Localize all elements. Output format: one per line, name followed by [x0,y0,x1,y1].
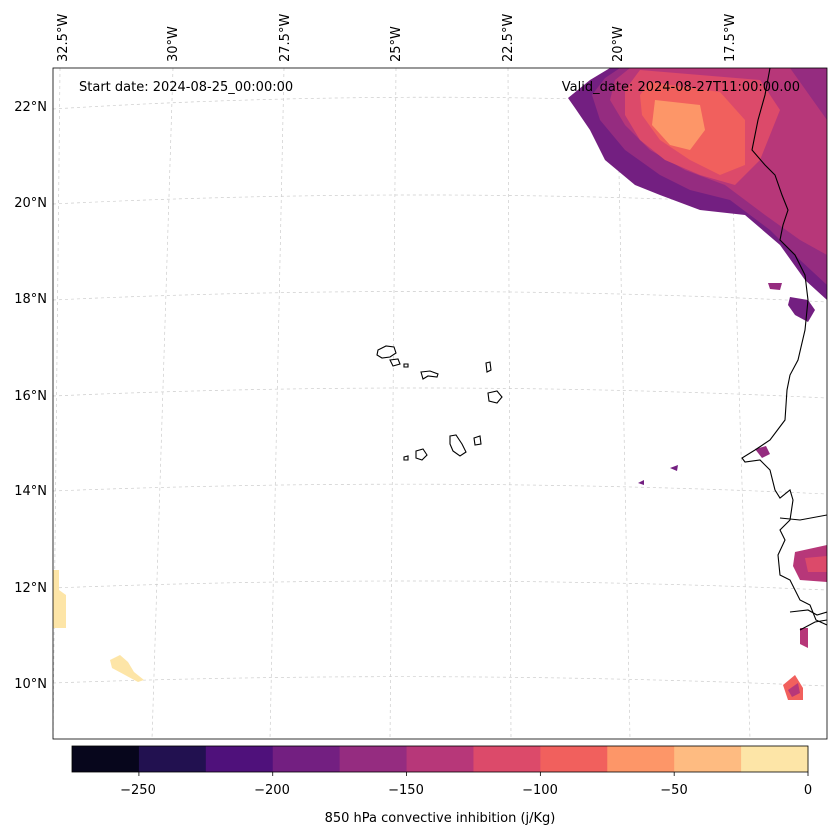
lon-label: 22.5°W [501,14,516,62]
cin-patch-15n [755,446,770,458]
lat-label: 20°N [14,196,47,211]
cape-verde-islands [376,345,503,461]
island-fogo [415,448,428,461]
island-sal [485,361,492,373]
cin-contours-north [568,68,827,485]
valid-date-label: Valid_date: 2024-08-27T11:00:00.00 [562,80,800,95]
colorbar-segment [607,746,675,772]
cin-guinea-patch-c [788,683,800,697]
colorbar-segment [406,746,474,772]
cin-patch-14n [670,465,678,471]
colorbar-tick-label: −250 [120,783,156,798]
island-santo-antao [376,345,397,359]
island-maio [473,435,482,446]
cin-patch-14n-b [638,480,644,485]
lon-label: 32.5°W [56,14,71,62]
lon-labels: 32.5°W 30°W 27.5°W 25°W 22.5°W 20°W 17.5… [56,14,738,62]
colorbar-tick-label: −100 [522,783,558,798]
lat-labels: 22°N 20°N 18°N 16°N 14°N 12°N 10°N [14,100,47,692]
colorbar-tick-label: −150 [388,783,424,798]
colorbar-tick-label: −200 [254,783,290,798]
lat-label: 22°N [14,100,47,115]
island-boa-vista [487,390,503,404]
start-date-label: Start date: 2024-08-25_00:00:00 [79,80,293,95]
island-santa-luzia [403,363,409,368]
cin-patch-18n-small [768,283,782,290]
lat-label: 16°N [14,389,47,404]
lon-label: 20°W [611,26,626,62]
colorbar-segment [205,746,274,772]
lat-label: 10°N [14,677,47,692]
cin-contours-west [53,570,144,682]
island-sao-vicente [389,358,401,367]
lat-label: 18°N [14,292,47,307]
island-santiago [449,434,467,457]
colorbar-segment [272,746,341,772]
cin-patch-18n [788,297,815,322]
colorbar-tick-label: −50 [660,783,687,798]
cin-band-minus50 [652,100,705,150]
cin-guinea-patch-a [800,628,808,648]
lat-label: 14°N [14,484,47,499]
colorbar-segment [741,746,809,772]
lon-label: 17.5°W [723,14,738,62]
map-frame [52,67,828,740]
cin-contours-south [783,545,827,700]
colorbar-segment [540,746,608,772]
island-sao-nicolau [420,370,439,380]
coastline [741,68,827,631]
colorbar [71,745,809,776]
map-area [53,68,827,739]
cin-senegal-b [805,556,827,572]
lon-label: 30°W [166,26,181,62]
colorbar-segment [339,746,408,772]
colorbar-segment [138,746,207,772]
colorbar-ticks: −250 −200 −150 −100 −50 0 [120,783,812,798]
colorbar-segment [72,746,140,772]
lon-label: 25°W [389,26,404,62]
cin-west-patch [53,570,66,628]
colorbar-segment [473,746,541,772]
colorbar-segment [674,746,742,772]
colorbar-label: 850 hPa convective inhibition (j/Kg) [325,811,556,826]
island-brava [403,455,409,461]
colorbar-tick-label: 0 [804,783,812,798]
colorbar-frame [71,745,809,773]
lat-label: 12°N [14,581,47,596]
lon-label: 27.5°W [278,14,293,62]
cin-west-patch-b [110,655,144,682]
